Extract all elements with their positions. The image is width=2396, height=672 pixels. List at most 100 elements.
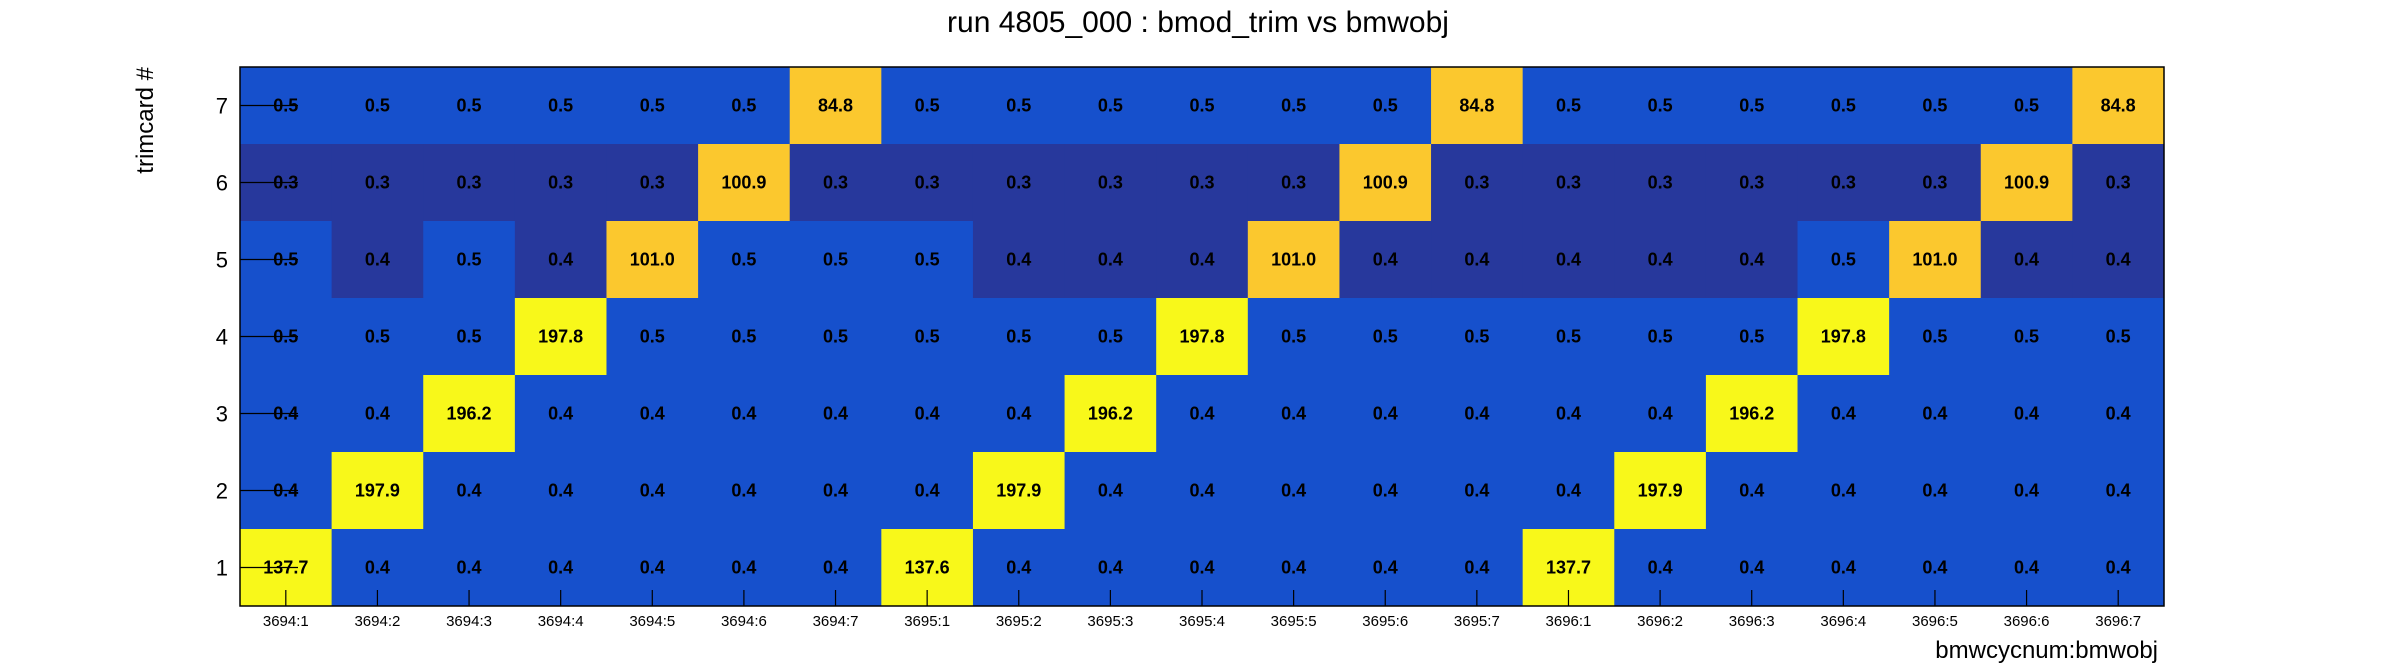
cell-value-label: 0.5 [1556,96,1581,116]
heatmap-cell [2072,144,2165,222]
cell-value-label: 0.4 [1189,250,1214,270]
heatmap-cell [1247,221,1340,299]
heatmap-cell [1064,67,1157,145]
heatmap-cell [514,452,607,530]
heatmap-cell [1705,67,1799,145]
heatmap-cell [881,375,974,453]
heatmap-cell [1247,375,1340,453]
heatmap-cell [1064,144,1157,222]
cell-value-label: 0.3 [457,173,482,193]
heatmap-cell [606,298,699,376]
cell-value-label: 0.5 [1464,327,1489,347]
heatmap-cell [1522,452,1615,530]
heatmap-cell [972,452,1066,530]
cell-value-label: 0.3 [823,173,848,193]
cell-value-label: 0.4 [548,481,573,501]
cell-value-label: 0.4 [640,558,665,578]
heatmap-cell [514,298,607,376]
y-tick-label: 3 [216,402,228,427]
heatmap-cell [1614,221,1707,299]
x-tick-label: 3694:3 [446,613,492,630]
heatmap-cell [1889,452,1982,530]
cell-value-label: 0.4 [1648,558,1673,578]
cell-value-label: 0.3 [1922,173,1947,193]
cell-value-label: 0.5 [731,327,756,347]
heatmap-cell [1980,375,2073,453]
heatmap-cell [2072,221,2165,299]
x-tick-label: 3695:1 [904,613,950,630]
cell-value-label: 0.5 [915,327,940,347]
cell-value-label: 0.4 [1098,558,1123,578]
cell-value-label: 137.7 [1546,558,1591,578]
cell-value-label: 0.3 [1739,173,1764,193]
heatmap-cell [1431,452,1524,530]
cell-value-label: 0.5 [2106,327,2131,347]
x-tick-label: 3696:7 [2095,613,2141,630]
cell-value-label: 0.3 [1831,173,1856,193]
cell-value-label: 0.4 [1006,404,1031,424]
heatmap-cell [789,452,882,530]
heatmap-cell [331,144,424,222]
heatmap-cell [972,375,1066,453]
cell-value-label: 197.9 [996,481,1041,501]
heatmap-cell [1797,221,1890,299]
cell-value-label: 0.5 [640,327,665,347]
cell-value-label: 100.9 [2004,173,2049,193]
heatmap-cell [789,144,882,222]
cell-value-label: 0.4 [457,558,482,578]
cell-value-label: 0.4 [1556,250,1581,270]
heatmap-cell [1339,144,1432,222]
cell-value-label: 0.5 [1098,327,1123,347]
cell-value-label: 0.5 [548,96,573,116]
cell-value-label: 0.4 [2014,250,2039,270]
heatmap-cell [881,221,974,299]
cell-value-label: 0.4 [1098,481,1123,501]
heatmap-cell [1705,144,1799,222]
heatmap-cell [1064,375,1157,453]
heatmap-cell [423,375,516,453]
heatmap-cell [1156,298,1249,376]
heatmap-cell [331,67,424,145]
heatmap-cell [972,144,1066,222]
cell-value-label: 0.5 [457,250,482,270]
x-tick-label: 3696:2 [1637,613,1683,630]
cell-value-label: 0.3 [1556,173,1581,193]
cell-value-label: 0.5 [1922,327,1947,347]
heatmap-cell [1431,298,1524,376]
x-tick-label: 3696:4 [1820,613,1866,630]
heatmap-cell [514,144,607,222]
x-tick-label: 3696:6 [2004,613,2050,630]
cell-value-label: 101.0 [630,250,675,270]
cell-value-label: 84.8 [2101,96,2136,116]
heatmap-cell [1980,144,2073,222]
heatmap-cell [698,67,791,145]
y-tick-label: 7 [216,94,228,119]
x-axis: 3694:1 3694:2 3694:3 3694:4 3694:5 3694:6 3694… [263,590,2141,630]
heatmap-cell [1339,298,1432,376]
heatmap-cell [2072,375,2165,453]
cell-value-label: 0.5 [1556,327,1581,347]
heatmap-cell [423,144,516,222]
chart-title: run 4805_000 : bmod_trim vs bmwobj [947,6,1449,39]
heatmap-cell [1889,221,1982,299]
cell-value-label: 137.6 [905,558,950,578]
cell-value-label: 0.5 [2014,327,2039,347]
cell-value-label: 0.4 [1281,481,1306,501]
heatmap-cell [514,375,607,453]
cell-value-label: 0.4 [2014,404,2039,424]
heatmap-cell [698,298,791,376]
cell-value-label: 0.4 [915,481,940,501]
heatmap-cell [881,298,974,376]
cell-value-label: 0.4 [1922,481,1947,501]
heatmap-cell [1156,144,1249,222]
heatmap-cell [1614,144,1707,222]
heatmap-cell [606,221,699,299]
heatmap-cell [1614,298,1707,376]
x-tick-label: 3695:2 [996,613,1042,630]
heatmap-cell [423,452,516,530]
cell-value-label: 0.4 [2106,558,2131,578]
x-tick-label: 3695:6 [1362,613,1408,630]
heatmap-cell [331,452,424,530]
cell-value-label: 0.3 [365,173,390,193]
cell-value-label: 197.8 [538,327,583,347]
